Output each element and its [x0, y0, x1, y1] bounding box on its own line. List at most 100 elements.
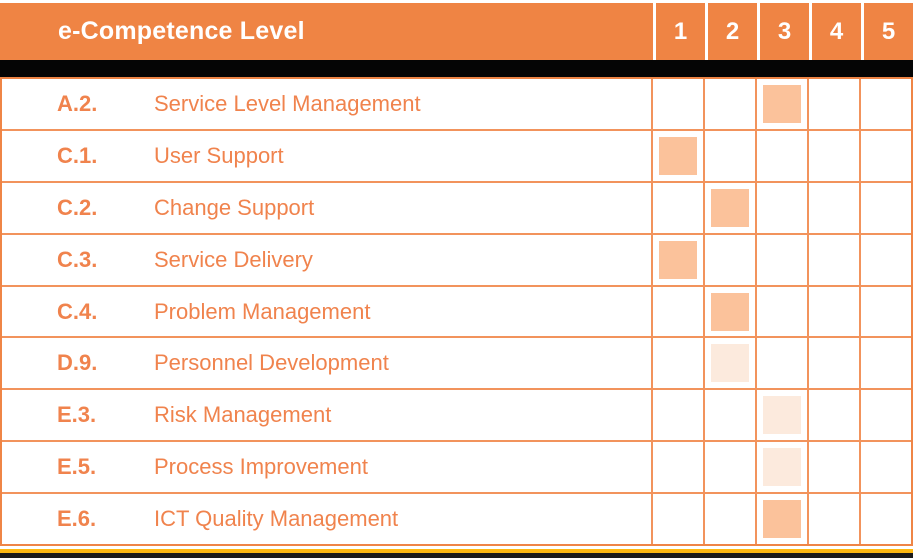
row-label: Risk Management — [154, 402, 332, 428]
level-cell — [755, 79, 807, 129]
level-cell — [703, 494, 755, 545]
level-cell — [807, 390, 859, 441]
row-code: E.3. — [57, 402, 97, 428]
row-label-cell: E.6. ICT Quality Management — [2, 494, 651, 544]
table-row: C.2. Change Support — [2, 180, 911, 233]
row-label: Personnel Development — [154, 350, 389, 376]
row-label: Service Delivery — [154, 246, 313, 272]
level-cell — [807, 130, 859, 181]
table-body: A.2. Service Level Management C.1. User … — [0, 77, 913, 546]
level-cell — [651, 442, 703, 493]
level-cell — [755, 234, 807, 285]
level-marker — [711, 188, 749, 227]
level-cell — [859, 79, 911, 129]
row-code: C.1. — [57, 142, 98, 168]
level-cell — [755, 338, 807, 389]
level-cell — [755, 286, 807, 337]
level-cell — [807, 182, 859, 233]
row-label: ICT Quality Management — [154, 506, 399, 532]
level-cell — [755, 390, 807, 441]
row-code: C.2. — [57, 194, 98, 220]
level-marker — [659, 240, 697, 279]
level-cell — [703, 390, 755, 441]
row-label-cell: E.5. Process Improvement — [2, 442, 651, 492]
table-row: C.4. Problem Management — [2, 284, 911, 337]
table-row: E.6. ICT Quality Management — [2, 492, 911, 545]
level-cell — [755, 442, 807, 493]
level-marker — [711, 344, 749, 383]
row-code: E.6. — [57, 506, 97, 532]
level-marker — [763, 84, 801, 123]
row-label-cell: E.3. Risk Management — [2, 390, 651, 440]
row-label: User Support — [154, 142, 284, 168]
level-cell — [859, 390, 911, 441]
row-code: A.2. — [57, 90, 98, 116]
level-marker — [763, 396, 801, 435]
row-label: Process Improvement — [154, 454, 368, 480]
level-cell — [859, 182, 911, 233]
table-row: E.3. Risk Management — [2, 388, 911, 441]
level-cell — [807, 286, 859, 337]
row-label-cell: C.2. Change Support — [2, 183, 651, 233]
level-marker — [763, 448, 801, 487]
level-cell — [755, 494, 807, 545]
level-cell — [755, 182, 807, 233]
row-code: C.3. — [57, 246, 98, 272]
level-cell — [651, 286, 703, 337]
level-cell — [703, 234, 755, 285]
header-level-column-4: 4 — [809, 3, 861, 60]
level-cell — [651, 234, 703, 285]
row-label: Service Level Management — [154, 90, 421, 116]
level-cell — [651, 130, 703, 181]
level-cell — [651, 79, 703, 129]
row-code: E.5. — [57, 454, 97, 480]
level-cell — [651, 494, 703, 545]
level-cell — [703, 442, 755, 493]
header-separator-band — [0, 60, 913, 77]
level-cell — [703, 338, 755, 389]
level-cell — [703, 130, 755, 181]
table-row: C.3. Service Delivery — [2, 232, 911, 285]
table-row: C.1. User Support — [2, 128, 911, 181]
row-label: Change Support — [154, 194, 315, 220]
table-row: E.5. Process Improvement — [2, 440, 911, 493]
level-cell — [807, 234, 859, 285]
level-cell — [859, 494, 911, 545]
row-label-cell: D.9. Personnel Development — [2, 338, 651, 388]
level-cell — [703, 286, 755, 337]
level-cell — [703, 182, 755, 233]
table-title: e-Competence Level — [58, 17, 305, 45]
row-label-cell: C.1. User Support — [2, 131, 651, 181]
level-cell — [807, 442, 859, 493]
row-code: D.9. — [57, 350, 98, 376]
bottom-yellow-stripe — [0, 549, 913, 553]
row-label-cell: C.3. Service Delivery — [2, 235, 651, 285]
level-cell — [651, 390, 703, 441]
row-label: Problem Management — [154, 298, 371, 324]
level-cell — [859, 338, 911, 389]
level-cell — [859, 286, 911, 337]
level-cell — [755, 130, 807, 181]
table-row: D.9. Personnel Development — [2, 336, 911, 389]
level-cell — [703, 79, 755, 129]
row-label-cell: A.2. Service Level Management — [2, 79, 651, 129]
level-cell — [651, 182, 703, 233]
level-cell — [859, 234, 911, 285]
level-cell — [859, 442, 911, 493]
header-level-column-3: 3 — [757, 3, 809, 60]
header-level-column-1: 1 — [653, 3, 705, 60]
header-title-cell: e-Competence Level — [0, 3, 653, 60]
header-level-column-2: 2 — [705, 3, 757, 60]
bottom-dark-stripe — [0, 553, 913, 558]
level-cell — [807, 494, 859, 545]
level-cell — [807, 79, 859, 129]
level-cell — [807, 338, 859, 389]
level-cell — [859, 130, 911, 181]
level-marker — [763, 500, 801, 539]
table-row: A.2. Service Level Management — [2, 79, 911, 129]
row-label-cell: C.4. Problem Management — [2, 287, 651, 337]
level-marker — [659, 136, 697, 175]
level-marker — [711, 292, 749, 331]
